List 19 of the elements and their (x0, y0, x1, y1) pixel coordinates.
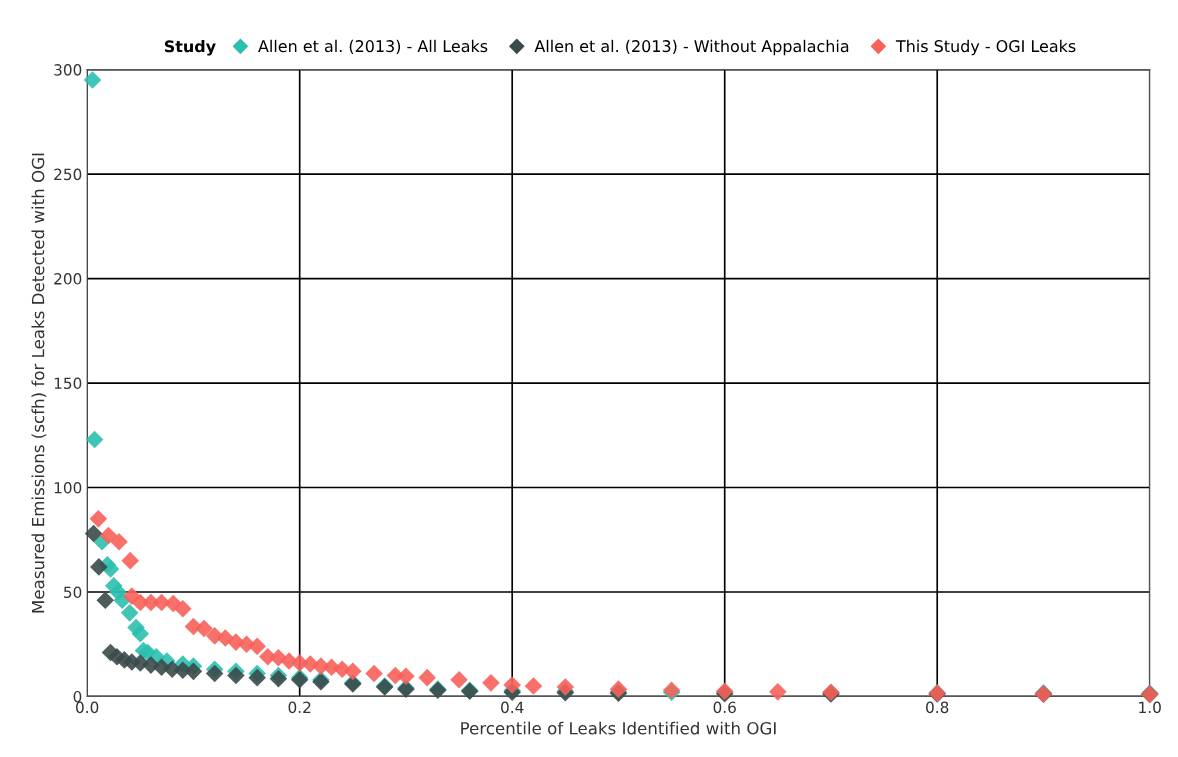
y-tick-label: 150 (54, 377, 82, 390)
x-tick-label: 1.0 (1139, 701, 1161, 714)
y-tick-label: 300 (54, 64, 82, 76)
legend-label: Allen et al. (2013) - Without Appalachia (534, 39, 849, 56)
y-tick-label: 0 (73, 690, 82, 703)
legend-label: This Study - OGI Leaks (895, 39, 1076, 56)
x-tick-label: 0.4 (501, 701, 524, 714)
x-tick-label: 0.8 (926, 701, 949, 714)
x-axis-title: Percentile of Leaks Identified with OGI (461, 721, 776, 735)
y-tick-label: 200 (54, 273, 82, 285)
y-axis-title: Measured Emissions (scfh) for Leaks Detected with OGI (31, 153, 47, 613)
y-tick-label: 50 (64, 586, 82, 598)
y-tick-label: 250 (54, 168, 82, 181)
x-tick-label: 0.6 (713, 701, 736, 714)
legend-title: Study (164, 39, 216, 56)
y-tick-label: 100 (54, 481, 82, 494)
x-tick-label: 0.2 (288, 701, 311, 714)
x-tick-label: 0.0 (76, 701, 99, 714)
legend-label: Allen et al. (2013) - All Leaks (258, 39, 488, 55)
